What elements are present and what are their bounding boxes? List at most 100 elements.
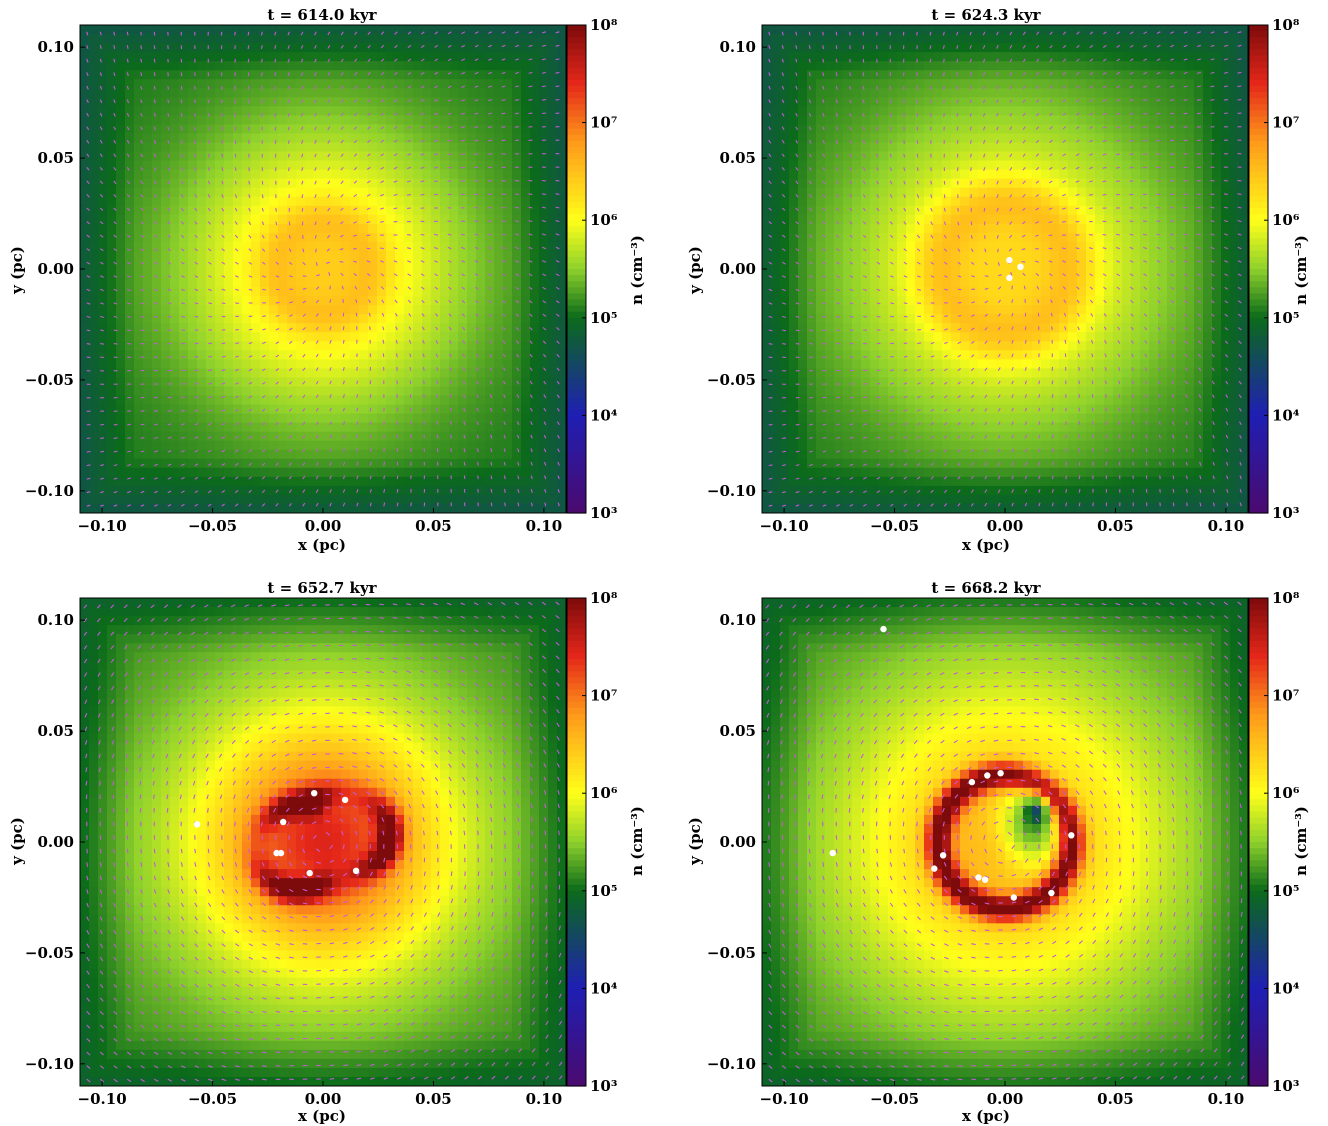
density-cell (834, 314, 844, 324)
density-cell (224, 178, 234, 189)
velocity-arrow (113, 99, 116, 104)
density-cell (771, 133, 781, 144)
velocity-arrow (369, 407, 372, 412)
velocity-arrow (434, 71, 439, 75)
velocity-arrow (380, 260, 385, 263)
density-cell (269, 115, 279, 126)
density-cell (789, 52, 799, 62)
density-cell (503, 485, 513, 496)
density-cell (539, 34, 549, 44)
density-cell (843, 160, 853, 171)
colorbar-cell (567, 31, 586, 38)
density-cell (834, 503, 844, 513)
velocity-arrow (327, 45, 331, 49)
density-cell (80, 205, 90, 216)
density-cell (89, 169, 99, 180)
density-cell (278, 476, 288, 487)
density-cell (834, 178, 844, 189)
density-cell (125, 404, 135, 415)
density-cell (170, 241, 180, 252)
velocity-arrow (394, 312, 398, 317)
density-cell (521, 467, 531, 478)
density-cell (341, 278, 351, 288)
density-cell (116, 259, 126, 270)
velocity-arrow (435, 353, 439, 358)
density-cell (834, 458, 844, 469)
density-cell (476, 133, 486, 144)
velocity-arrow (515, 220, 519, 223)
velocity-arrow (154, 504, 158, 507)
density-cell (395, 422, 405, 433)
density-cell (431, 160, 441, 171)
velocity-arrow (167, 207, 171, 212)
velocity-arrow (383, 448, 385, 453)
density-cell (206, 205, 216, 216)
density-cell (242, 386, 252, 397)
velocity-arrow (274, 99, 277, 104)
velocity-arrow (180, 85, 183, 90)
density-cell (816, 52, 826, 62)
density-cell (771, 34, 781, 44)
density-cell (539, 160, 549, 171)
velocity-arrow (234, 234, 239, 239)
density-cell (458, 196, 468, 207)
density-cell (512, 124, 522, 135)
density-cell (269, 476, 279, 487)
velocity-arrow (463, 448, 466, 453)
velocity-arrow (221, 355, 226, 358)
density-cell (197, 61, 207, 71)
velocity-arrow (421, 313, 425, 317)
density-cell (825, 386, 835, 397)
density-cell (296, 241, 306, 252)
density-cell (170, 196, 180, 207)
density-cell (125, 476, 135, 487)
velocity-arrow (99, 234, 104, 238)
density-cell (771, 232, 781, 243)
velocity-arrow (153, 248, 158, 252)
velocity-arrow (113, 450, 118, 453)
velocity-arrow (394, 299, 398, 304)
density-cell (503, 377, 513, 388)
density-cell (422, 259, 432, 270)
velocity-arrow (476, 394, 479, 399)
velocity-arrow (342, 421, 346, 426)
velocity-arrow (409, 366, 412, 371)
density-cell (816, 341, 826, 351)
velocity-arrow (462, 367, 466, 371)
velocity-arrow (447, 220, 452, 223)
density-cell (197, 323, 207, 333)
velocity-arrow (100, 329, 104, 332)
density-cell (143, 25, 153, 35)
density-cell (323, 223, 333, 234)
velocity-arrow (502, 340, 506, 344)
velocity-arrow (407, 286, 412, 290)
velocity-arrow (194, 261, 199, 265)
density-cell (233, 250, 243, 261)
density-cell (260, 160, 270, 171)
density-cell (789, 305, 799, 315)
density-cell (269, 350, 279, 360)
density-cell (89, 142, 99, 153)
velocity-arrow (208, 288, 212, 292)
density-cell (762, 241, 772, 252)
density-cell (170, 467, 180, 478)
density-cell (170, 88, 180, 98)
velocity-arrow (315, 489, 319, 493)
velocity-arrow (221, 463, 226, 467)
density-cell (305, 250, 315, 261)
density-cell (413, 287, 423, 297)
density-cell (852, 503, 862, 513)
velocity-arrow (516, 367, 520, 372)
density-cell (422, 494, 432, 505)
density-cell (287, 88, 297, 98)
density-cell (368, 187, 378, 198)
density-cell (296, 259, 306, 270)
density-cell (305, 431, 315, 442)
density-cell (798, 133, 808, 144)
velocity-arrow (314, 58, 317, 63)
density-cell (431, 115, 441, 126)
density-cell (179, 377, 189, 388)
velocity-arrow (315, 299, 320, 304)
density-cell (107, 61, 117, 71)
density-cell (152, 431, 162, 442)
